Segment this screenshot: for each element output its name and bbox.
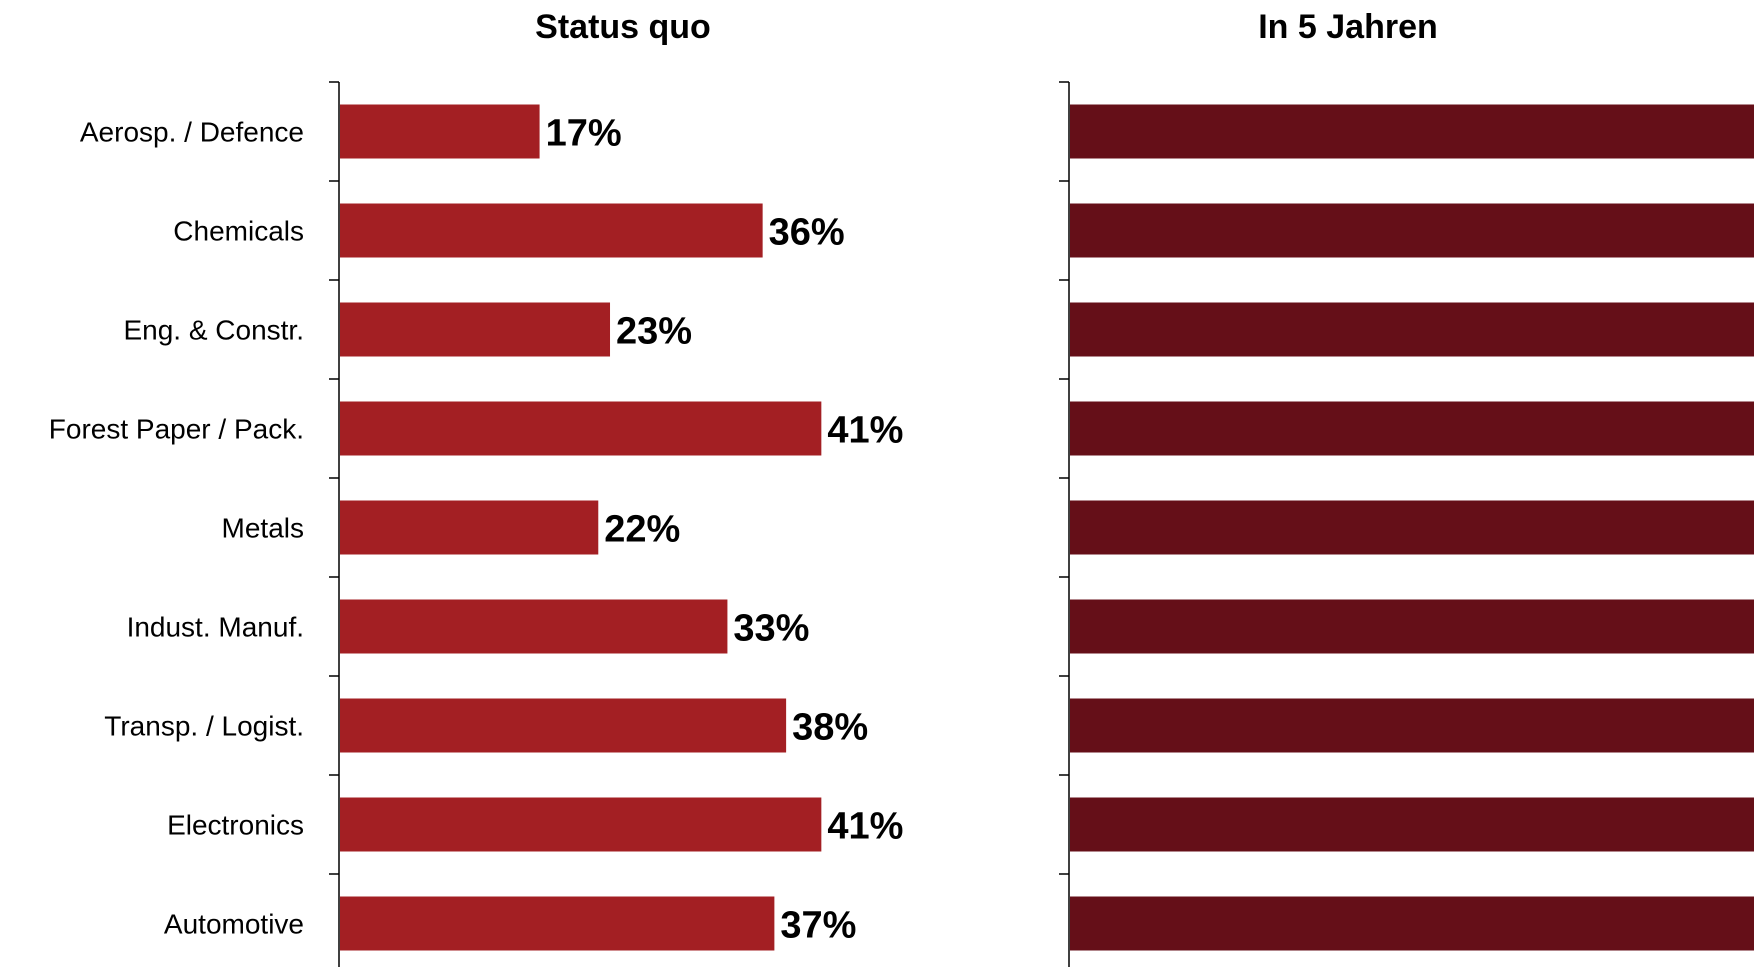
bar <box>1070 401 1754 456</box>
bar <box>1070 599 1754 654</box>
category-label: Automotive <box>164 909 304 940</box>
value-label: 36% <box>769 212 845 254</box>
panel-title-in-5-jahren: In 5 Jahren <box>1258 8 1438 46</box>
bar <box>340 698 787 753</box>
value-label: 41% <box>827 410 903 452</box>
bar <box>340 797 822 852</box>
value-label: 23% <box>616 311 692 353</box>
category-label: Chemicals <box>173 216 304 247</box>
bar <box>340 401 822 456</box>
bar <box>340 896 775 951</box>
category-label: Eng. & Constr. <box>123 315 304 346</box>
value-label: 22% <box>604 509 680 551</box>
bar <box>1070 896 1754 951</box>
category-label: Electronics <box>167 810 304 841</box>
bar <box>1070 302 1754 357</box>
value-label: 37% <box>780 905 856 947</box>
bar <box>1070 797 1754 852</box>
category-label: Indust. Manuf. <box>127 612 304 643</box>
category-label: Metals <box>222 513 304 544</box>
bar <box>1070 104 1754 159</box>
bar <box>1070 500 1754 555</box>
value-label: 38% <box>792 707 868 749</box>
category-label: Forest Paper / Pack. <box>49 414 304 445</box>
category-label: Transp. / Logist. <box>104 711 304 742</box>
value-label: 33% <box>733 608 809 650</box>
bar <box>340 104 540 159</box>
bar <box>340 500 599 555</box>
panel-title-status-quo: Status quo <box>535 8 711 46</box>
category-label: Aerosp. / Defence <box>80 117 304 148</box>
value-label: 17% <box>546 113 622 155</box>
bar <box>1070 698 1754 753</box>
bar <box>340 599 728 654</box>
value-label: 41% <box>827 806 903 848</box>
bar <box>340 302 611 357</box>
bar <box>1070 203 1754 258</box>
bar <box>340 203 763 258</box>
chart-marks: Aerosp. / Defence Chemicals Eng. & Constr.… <box>49 81 1754 967</box>
